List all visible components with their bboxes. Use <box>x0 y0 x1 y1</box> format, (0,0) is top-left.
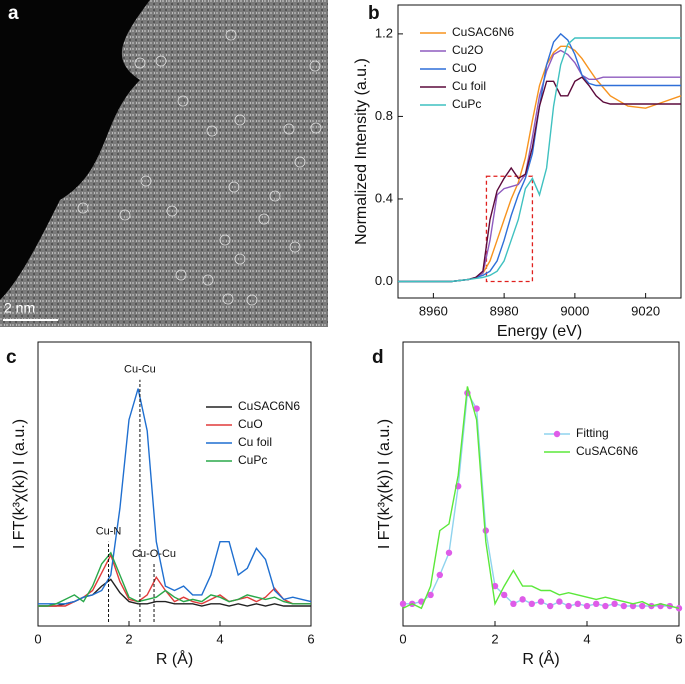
data-point <box>537 598 545 605</box>
data-point <box>639 602 646 610</box>
y-tick-label: 0.4 <box>375 190 393 205</box>
x-tick-label: 4 <box>216 631 223 646</box>
x-tick-label: 0 <box>399 631 406 646</box>
x-axis-label: R (Å) <box>156 649 193 668</box>
legend-label: CuPc <box>238 453 267 467</box>
data-point <box>510 600 517 608</box>
data-point <box>620 602 627 610</box>
data-point <box>473 405 480 412</box>
legend-label: CuSAC6N6 <box>452 25 514 39</box>
legend-label: CuSAC6N6 <box>576 444 638 458</box>
highlight-box <box>485 175 534 283</box>
dark-region <box>0 0 150 300</box>
x-tick-label: 2 <box>125 631 132 646</box>
data-point <box>436 571 443 579</box>
data-point <box>611 600 618 608</box>
image-panel: 2 nm a <box>0 0 328 327</box>
legend-label: Cu foil <box>452 79 486 93</box>
plot-frame <box>402 341 680 627</box>
panel-label: a <box>8 3 19 24</box>
data-point <box>445 549 453 556</box>
plot-frame <box>37 341 312 627</box>
scale-bar-label: 2 nm <box>4 300 35 316</box>
panel-label: b <box>368 3 380 24</box>
series-line <box>38 551 311 607</box>
y-axis-label: Normalized Intensity (a.u.) <box>353 58 370 245</box>
legend-label: Fitting <box>576 426 609 440</box>
legend-label: CuO <box>238 417 263 431</box>
y-axis-label: I FT(k³χ(k)) I (a.u.) <box>376 419 393 549</box>
series-line <box>38 388 312 605</box>
plot-frame <box>397 4 682 299</box>
panel-label: c <box>6 347 17 368</box>
series-line <box>398 45 682 283</box>
x-tick-label: 0 <box>34 631 41 646</box>
data-point <box>519 596 526 603</box>
series-line <box>398 32 681 283</box>
data-point <box>629 602 637 610</box>
x-axis-label: Energy (eV) <box>497 323 582 340</box>
annotation: Cu-Cu <box>124 364 156 376</box>
data-point <box>593 600 600 608</box>
x-tick-label: 8960 <box>419 303 448 318</box>
panel-label: d <box>372 347 384 368</box>
series-line <box>403 390 680 609</box>
data-point <box>583 602 591 610</box>
legend-label: CuO <box>452 61 477 75</box>
series-line <box>398 37 681 283</box>
legend-label: CuSAC6N6 <box>238 399 300 413</box>
x-tick-label: 9000 <box>560 303 589 318</box>
x-tick-label: 6 <box>675 631 682 646</box>
legend-label: CuPc <box>452 97 481 111</box>
data-point <box>427 591 434 599</box>
y-tick-label: 0.8 <box>375 108 393 123</box>
y-tick-label: 1.2 <box>375 25 393 40</box>
legend-label: Cu2O <box>452 43 483 57</box>
data-point <box>565 602 572 610</box>
annotation: Cu-O-Cu <box>132 548 176 560</box>
data-point <box>602 602 609 610</box>
data-point <box>399 600 407 608</box>
x-tick-label: 2 <box>491 631 498 646</box>
y-tick-label: 0.0 <box>375 273 393 288</box>
data-point <box>528 600 535 608</box>
series-line <box>402 386 680 610</box>
data-point <box>547 602 554 610</box>
legend-label: Cu foil <box>238 435 272 449</box>
y-axis-label: I FT(k³χ(k)) I (a.u.) <box>11 419 28 549</box>
annotation: Cu-N <box>96 526 122 538</box>
x-axis-label: R (Å) <box>522 649 559 668</box>
data-point <box>556 598 563 605</box>
data-point <box>491 582 499 590</box>
x-tick-label: 4 <box>583 631 590 646</box>
data-point <box>574 600 581 608</box>
atom-circles <box>77 29 322 306</box>
data-point <box>501 591 508 599</box>
x-tick-label: 6 <box>307 631 314 646</box>
x-tick-label: 8980 <box>490 303 519 318</box>
legend-marker <box>553 430 561 438</box>
x-tick-label: 9020 <box>631 303 660 318</box>
